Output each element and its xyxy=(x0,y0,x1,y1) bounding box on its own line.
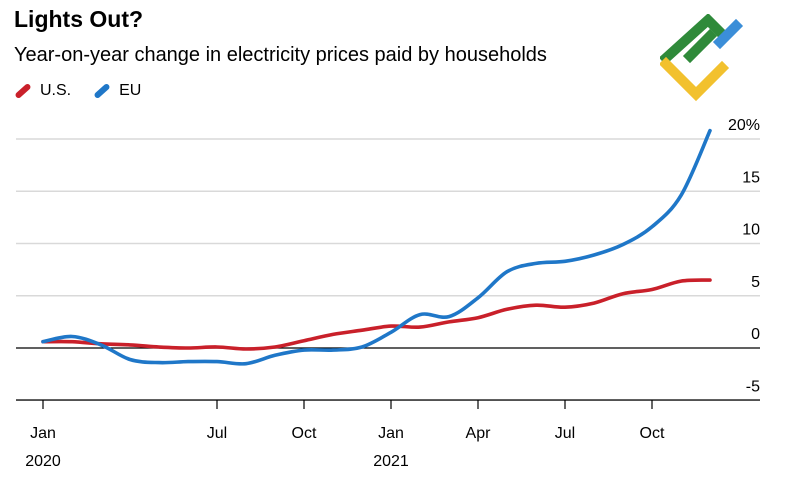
y-tick-label: 10 xyxy=(742,222,760,239)
legend-label-eu: EU xyxy=(119,82,142,99)
chart-title: Lights Out? xyxy=(14,6,144,32)
x-tick-label: Jul xyxy=(207,425,227,442)
x-tick-label: Jan xyxy=(30,425,56,442)
x-tick-label: Oct xyxy=(640,425,665,442)
axis-layer xyxy=(16,399,760,409)
chart-legend: U.S. EU xyxy=(14,82,163,100)
x-tick-label: Oct xyxy=(292,425,317,442)
brand-logo-icon xyxy=(660,14,744,102)
grid-layer xyxy=(16,138,760,402)
y-tick-label: 0 xyxy=(751,326,760,343)
x-tick-label: Jul xyxy=(555,425,575,442)
legend-item-eu: EU xyxy=(93,82,141,100)
series-line-us xyxy=(41,278,712,351)
chart-subtitle: Year-on-year change in electricity price… xyxy=(14,44,547,66)
y-tick-label: -5 xyxy=(746,378,760,395)
x-tick-label: Jan xyxy=(378,425,404,442)
series-line-eu xyxy=(41,128,712,366)
legend-item-us: U.S. xyxy=(14,82,71,100)
y-tick-label: 5 xyxy=(751,274,760,291)
label-layer: 20% 15 10 5 0 -5 Jan 2020 Jul Oct Jan 2021 Apr Jul Oct xyxy=(25,117,760,470)
series-layer xyxy=(41,128,712,366)
y-tick-label: 20% xyxy=(728,117,760,134)
legend-label-us: U.S. xyxy=(40,82,72,99)
x-tick-year-label: 2020 xyxy=(25,453,61,470)
y-tick-label: 15 xyxy=(742,169,760,186)
x-tick-year-label: 2021 xyxy=(373,453,409,470)
x-tick-label: Apr xyxy=(466,425,492,442)
